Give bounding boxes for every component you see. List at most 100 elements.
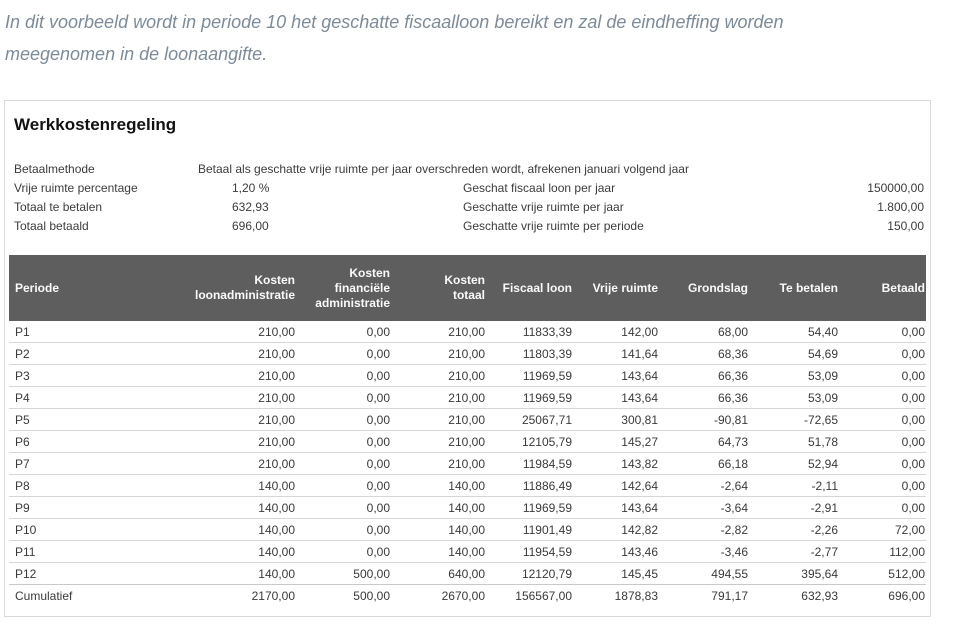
value-cell: 0,00 xyxy=(839,342,926,365)
value-cell: -90,81 xyxy=(659,408,749,431)
value-cell: 11969,59 xyxy=(486,386,573,409)
cumulative-row: Cumulatief 2170,00 500,00 2670,00 156567,00 1… xyxy=(9,584,926,606)
value-cell: 0,00 xyxy=(296,430,391,453)
value-cell: 54,69 xyxy=(749,342,839,365)
value-cell: 145,27 xyxy=(573,430,659,453)
value-cell: 210,00 xyxy=(178,452,296,475)
value-cell: 696,00 xyxy=(839,584,926,606)
table-row: P2 210,00 0,00 210,00 11803,39 141,64 68,36 54,… xyxy=(9,342,926,365)
column-header-te-betalen: Te betalen xyxy=(749,255,839,321)
period-cell: P1 xyxy=(15,324,30,339)
value-cell: 66,36 xyxy=(659,364,749,387)
value-cell: 12105,79 xyxy=(486,430,573,453)
value-cell: 143,82 xyxy=(573,452,659,475)
value-cell: 11969,59 xyxy=(486,364,573,387)
value-cell: 140,00 xyxy=(391,496,486,519)
value-cell: -2,91 xyxy=(749,496,839,519)
value-cell: 494,55 xyxy=(659,562,749,585)
value-cell: 53,09 xyxy=(749,386,839,409)
info-label: Betaalmethode xyxy=(14,161,95,176)
value-cell: 145,45 xyxy=(573,562,659,585)
table-row: P9 140,00 0,00 140,00 11969,59 143,64 -3,64 -2,… xyxy=(9,496,926,519)
value-cell: 140,00 xyxy=(178,474,296,497)
table-header-row: Periode Kosten loonadministratie Kosten … xyxy=(9,255,926,321)
value-cell: 66,36 xyxy=(659,386,749,409)
info-label: Totaal betaald xyxy=(14,218,89,233)
value-cell: 11901,49 xyxy=(486,518,573,541)
info-value: 150000,00 xyxy=(867,180,924,195)
value-cell: 791,17 xyxy=(659,584,749,606)
value-cell: 0,00 xyxy=(839,452,926,475)
info-value: Betaal als geschatte vrije ruimte per ja… xyxy=(198,161,689,176)
column-header-kosten-totaal: Kosten totaal xyxy=(391,255,486,321)
value-cell: 210,00 xyxy=(178,408,296,431)
table-row: P12 140,00 500,00 640,00 12120,79 145,45 494,5… xyxy=(9,562,926,585)
period-cell: P2 xyxy=(9,342,178,365)
value-cell: 512,00 xyxy=(839,562,926,585)
info-value: 1.800,00 xyxy=(877,199,924,214)
value-cell: 210,00 xyxy=(178,430,296,453)
value-cell: 210,00 xyxy=(391,364,486,387)
value-cell: 210,00 xyxy=(178,386,296,409)
value-cell: 210,00 xyxy=(391,408,486,431)
value-cell: 1878,83 xyxy=(573,584,659,606)
value-cell: 142,82 xyxy=(573,518,659,541)
value-cell: 140,00 xyxy=(391,474,486,497)
value-cell: 11833,39 xyxy=(522,324,572,339)
value-cell: 156567,00 xyxy=(486,584,573,606)
value-cell: 64,73 xyxy=(659,430,749,453)
value-cell: 395,64 xyxy=(749,562,839,585)
value-cell: 112,00 xyxy=(839,540,926,563)
value-cell: 141,64 xyxy=(573,342,659,365)
value-cell: 66,18 xyxy=(659,452,749,475)
table-row: P6 210,00 0,00 210,00 12105,79 145,27 64,73 51,… xyxy=(9,430,926,453)
value-cell: 0,00 xyxy=(839,496,926,519)
value-cell: 11984,59 xyxy=(486,452,573,475)
info-row-totaal-te-betalen: Totaal te betalen 632,93 Geschatte vrije… xyxy=(14,197,924,216)
value-cell: 0,00 xyxy=(296,518,391,541)
value-cell: -2,64 xyxy=(659,474,749,497)
info-label: Vrije ruimte percentage xyxy=(14,180,138,195)
column-header-kosten-financiele-administratie: Kosten financiële administratie xyxy=(296,255,391,321)
value-cell: 0,00 xyxy=(296,342,391,365)
value-cell: 210,00 xyxy=(391,452,486,475)
info-label: Totaal te betalen xyxy=(14,199,103,214)
value-cell: 0,00 xyxy=(296,474,391,497)
value-cell: 0,00 xyxy=(366,324,390,339)
value-cell: 11803,39 xyxy=(486,342,573,365)
table-row: P10 140,00 0,00 140,00 11901,49 142,82 -2,82 -2… xyxy=(9,518,926,541)
value-cell: 0,00 xyxy=(839,430,926,453)
table-row: P5 210,00 0,00 210,00 25067,71 300,81 -90,81 -7… xyxy=(9,408,926,431)
value-cell: 210,00 xyxy=(391,430,486,453)
value-cell: 632,93 xyxy=(749,584,839,606)
value-cell: 143,64 xyxy=(573,364,659,387)
value-cell: 25067,71 xyxy=(486,408,573,431)
value-cell: 54,40 xyxy=(807,324,838,339)
value-cell: 140,00 xyxy=(178,562,296,585)
value-cell: -2,26 xyxy=(749,518,839,541)
value-cell: 0,00 xyxy=(839,364,926,387)
value-cell: 11954,59 xyxy=(486,540,573,563)
info-row-betaalmethode: Betaalmethode Betaal als geschatte vrije… xyxy=(14,159,924,178)
info-value: 632,93 xyxy=(232,199,269,214)
period-cell: P8 xyxy=(9,474,178,497)
period-cell: P10 xyxy=(9,518,178,541)
period-cell: P3 xyxy=(9,364,178,387)
value-cell: 500,00 xyxy=(296,562,391,585)
value-cell: 140,00 xyxy=(391,540,486,563)
period-cell: P7 xyxy=(9,452,178,475)
info-row-vrije-ruimte-percentage: Vrije ruimte percentage 1,20 % Geschat f… xyxy=(14,178,924,197)
period-cell: P6 xyxy=(9,430,178,453)
value-cell: 11886,49 xyxy=(486,474,573,497)
value-cell: -72,65 xyxy=(749,408,839,431)
column-header-grondslag: Grondslag xyxy=(659,255,749,321)
value-cell: -2,11 xyxy=(749,474,839,497)
period-cell: P9 xyxy=(9,496,178,519)
value-cell: 0,00 xyxy=(296,364,391,387)
value-cell: 0,00 xyxy=(296,408,391,431)
info-value: 1,20 % xyxy=(232,180,270,195)
value-cell: 53,09 xyxy=(749,364,839,387)
column-header-periode: Periode xyxy=(9,255,178,321)
value-cell: 143,64 xyxy=(573,386,659,409)
table-row: P7 210,00 0,00 210,00 11984,59 143,82 66,18 52,… xyxy=(9,452,926,475)
